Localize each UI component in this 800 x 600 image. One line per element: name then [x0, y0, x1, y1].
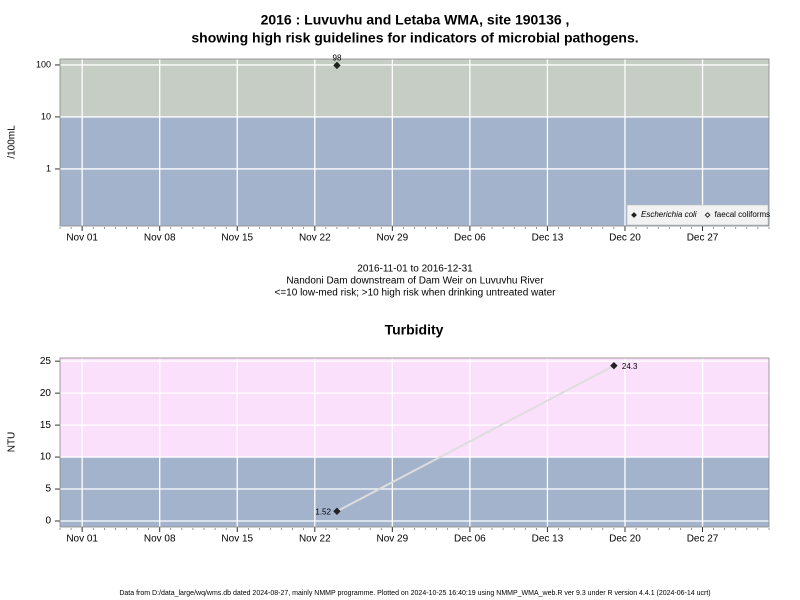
footer: Data from D:/data_large/wq/wms.db dated …: [119, 590, 710, 597]
x-tick-label: Nov 29: [377, 534, 409, 545]
x-tick-label: Nov 15: [221, 534, 253, 545]
x-tick-label: Nov 01: [66, 534, 98, 545]
data-point: [610, 361, 618, 370]
low-risk-band: [60, 457, 769, 527]
x-tick-label: Dec 27: [687, 534, 719, 545]
legend-marker: [631, 212, 637, 218]
data-label: 24.3: [622, 362, 638, 371]
x-tick-label: Dec 13: [532, 534, 564, 545]
y-tick-label: 10: [41, 111, 51, 121]
plot-frame: [59, 357, 770, 528]
y-axis-label: NTU: [7, 432, 18, 453]
y-axis-label: /100mL: [7, 125, 18, 159]
caption: Nandoni Dam downstream of Dam Weir on Lu…: [286, 276, 544, 287]
caption: 2016-11-01 to 2016-12-31: [357, 264, 473, 275]
high-risk-band: [60, 358, 769, 458]
x-tick-label: Nov 08: [144, 233, 176, 244]
caption: <=10 low-med risk; >10 high risk when dr…: [275, 288, 557, 299]
y-tick-label: 1: [46, 163, 51, 173]
x-tick-label: Dec 20: [609, 534, 641, 545]
x-tick-label: Dec 20: [609, 233, 641, 244]
x-tick-label: Dec 06: [454, 233, 486, 244]
plot-frame: [59, 58, 770, 227]
y-tick-label: 0: [45, 516, 51, 527]
y-tick-label: 25: [40, 356, 52, 367]
x-tick-label: Nov 22: [299, 534, 331, 545]
x-tick-label: Nov 01: [66, 233, 98, 244]
legend: Escherichia coli faecal coliforms: [626, 204, 771, 226]
data-line: [336, 364, 615, 513]
x-tick-label: Nov 22: [299, 233, 331, 244]
y-tick-label: 15: [40, 420, 52, 431]
y-tick-label: 5: [45, 484, 51, 495]
x-tick-label: Dec 27: [687, 233, 719, 244]
legend-marker: [704, 212, 711, 218]
data-label: 98: [333, 53, 342, 62]
chart-title: showing high risk guidelines for indicat…: [191, 30, 638, 46]
x-tick-label: Dec 13: [532, 233, 564, 244]
x-tick-label: Dec 06: [454, 534, 486, 545]
y-tick-label: 20: [40, 388, 52, 399]
data-label: 1.52: [315, 507, 331, 516]
legend-label: Escherichia coli: [641, 210, 697, 219]
y-tick-label: 100: [36, 59, 51, 69]
data-point: [333, 61, 341, 70]
legend-box: [626, 204, 769, 226]
y-tick-label: 10: [40, 452, 52, 463]
x-tick-label: Nov 15: [221, 233, 253, 244]
chart-title: Turbidity: [385, 322, 444, 338]
legend-label: faecal coliforms: [715, 210, 771, 219]
high-risk-band: [60, 59, 769, 117]
data-point: [333, 507, 341, 515]
chart-title: 2016 : Luvuvhu and Letaba WMA, site 1901…: [261, 12, 570, 28]
x-tick-label: Nov 29: [377, 233, 409, 244]
x-tick-label: Nov 08: [144, 534, 176, 545]
